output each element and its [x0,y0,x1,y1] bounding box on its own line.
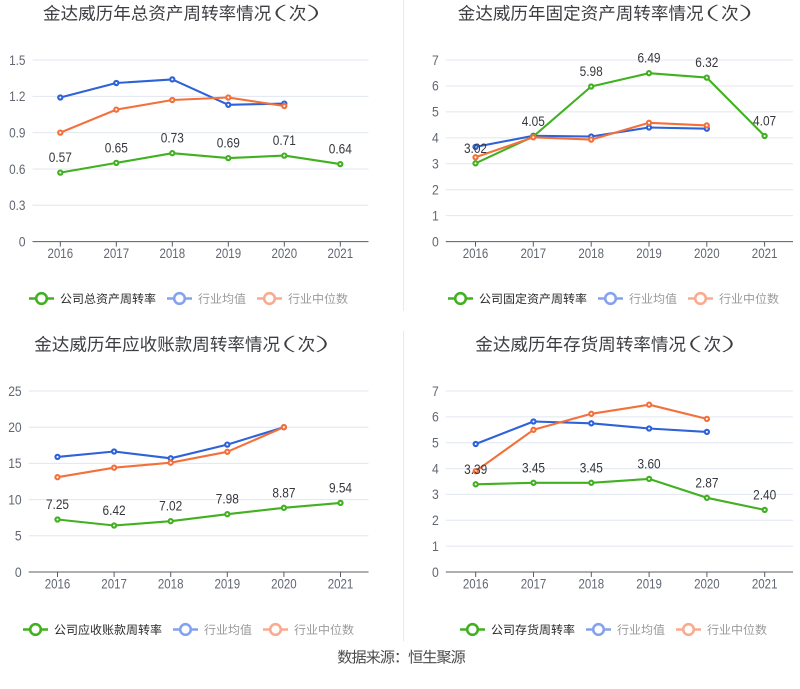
svg-text:7: 7 [432,53,439,68]
svg-text:0: 0 [432,234,439,249]
svg-text:20: 20 [8,420,22,435]
svg-text:2021: 2021 [328,246,354,261]
svg-text:0.73: 0.73 [161,131,184,146]
svg-text:2018: 2018 [160,246,186,261]
svg-text:25: 25 [8,384,22,399]
svg-text:2019: 2019 [215,576,241,591]
svg-text:7.02: 7.02 [159,499,182,514]
svg-text:2016: 2016 [463,576,489,591]
svg-text:3.45: 3.45 [522,460,545,475]
svg-text:2021: 2021 [752,576,778,591]
svg-text:3.02: 3.02 [464,141,487,156]
svg-text:6.32: 6.32 [695,55,718,70]
svg-text:2018: 2018 [158,576,184,591]
svg-text:1.2: 1.2 [9,89,25,104]
svg-text:2018: 2018 [579,576,605,591]
svg-text:4.07: 4.07 [753,114,776,129]
svg-text:2016: 2016 [463,246,489,261]
svg-text:4.05: 4.05 [522,114,545,129]
svg-text:5: 5 [432,105,439,120]
svg-text:4: 4 [432,461,439,476]
svg-text:6.42: 6.42 [103,503,126,518]
svg-text:1: 1 [432,209,439,224]
svg-text:3.39: 3.39 [464,462,487,477]
svg-text:0.69: 0.69 [217,136,240,151]
svg-text:5.98: 5.98 [580,64,603,79]
svg-text:0: 0 [19,234,26,249]
svg-text:2017: 2017 [521,246,547,261]
svg-text:7: 7 [432,384,439,399]
svg-text:0.6: 0.6 [9,162,25,177]
svg-text:0.57: 0.57 [49,150,72,165]
svg-text:3.45: 3.45 [580,460,603,475]
svg-text:7.98: 7.98 [216,492,239,507]
svg-text:0.71: 0.71 [273,133,296,148]
svg-text:9.54: 9.54 [329,480,353,495]
svg-text:0: 0 [15,565,22,580]
svg-text:2020: 2020 [271,576,297,591]
svg-text:1.5: 1.5 [9,53,25,68]
svg-text:3.60: 3.60 [638,456,661,471]
svg-text:2021: 2021 [328,576,354,591]
svg-text:6: 6 [432,79,439,94]
svg-text:2020: 2020 [694,246,720,261]
svg-text:1: 1 [432,539,439,554]
svg-text:2019: 2019 [216,246,242,261]
svg-text:5: 5 [15,529,22,544]
svg-text:2019: 2019 [636,576,662,591]
svg-text:5: 5 [432,436,439,451]
svg-text:7.25: 7.25 [46,497,69,512]
svg-text:2: 2 [432,183,439,198]
svg-text:0.64: 0.64 [329,142,353,157]
svg-text:2020: 2020 [272,246,298,261]
svg-text:0.65: 0.65 [105,140,128,155]
svg-text:2: 2 [432,513,439,528]
svg-text:2016: 2016 [45,576,71,591]
svg-text:2017: 2017 [101,576,127,591]
svg-text:2017: 2017 [521,576,547,591]
svg-text:0.3: 0.3 [9,198,25,213]
svg-text:2019: 2019 [636,246,662,261]
svg-text:2017: 2017 [104,246,130,261]
svg-text:3: 3 [432,487,439,502]
svg-text:6.49: 6.49 [637,51,660,66]
svg-text:4: 4 [432,131,439,146]
svg-text:10: 10 [8,492,22,507]
svg-text:2016: 2016 [48,246,74,261]
svg-text:2.40: 2.40 [753,487,776,502]
svg-text:2020: 2020 [694,576,720,591]
svg-text:8.87: 8.87 [272,485,295,500]
svg-text:2021: 2021 [752,246,778,261]
svg-text:3: 3 [432,157,439,172]
svg-text:0: 0 [432,565,439,580]
svg-text:0.9: 0.9 [9,125,25,140]
svg-text:2018: 2018 [578,246,604,261]
svg-text:15: 15 [8,456,22,471]
svg-text:2.87: 2.87 [695,475,718,490]
svg-text:6: 6 [432,410,439,425]
